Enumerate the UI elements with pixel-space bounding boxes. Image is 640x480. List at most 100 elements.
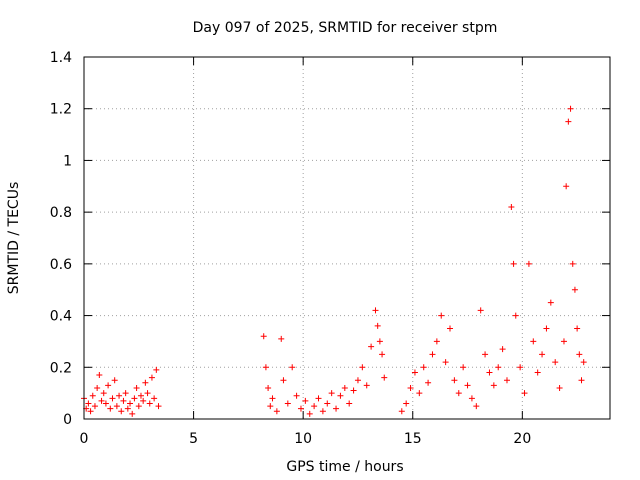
data-point [124,405,131,412]
data-point [89,392,96,399]
data-point [517,364,524,371]
x-tick-label: 10 [294,431,312,447]
data-point [98,397,105,404]
data-point [381,374,388,381]
x-tick-label: 5 [189,431,198,447]
data-point [477,307,484,314]
data-point [278,335,285,342]
data-point [490,382,497,389]
data-point [556,384,563,391]
data-point [341,384,348,391]
data-point [376,338,383,345]
data-point [508,203,515,210]
data-point [155,403,162,410]
data-point [576,351,583,358]
data-point [148,374,155,381]
data-point [346,400,353,407]
data-point [135,403,142,410]
data-point [468,395,475,402]
data-point [442,359,449,366]
data-point [102,400,109,407]
data-point [354,377,361,384]
data-point [116,392,123,399]
data-point [107,405,114,412]
data-point [131,395,138,402]
data-point [473,403,480,410]
data-point [539,351,546,358]
data-point [567,105,574,112]
data-point [137,392,144,399]
y-tick-label: 0.8 [50,205,72,221]
data-point [512,312,519,319]
data-point [359,364,366,371]
plot-frame [83,56,611,420]
data-point [319,408,326,415]
data-point [398,408,405,415]
data-point [302,397,309,404]
data-point [482,351,489,358]
y-tick-label: 0.2 [50,360,72,376]
data-point [464,382,471,389]
data-point [284,400,291,407]
data-point [503,377,510,384]
data-point [94,384,101,391]
data-point [486,369,493,376]
data-point [144,390,151,397]
data-point [311,403,318,410]
data-point [297,405,304,412]
data-point [127,400,134,407]
data-point [525,260,532,267]
data-point [543,325,550,332]
data-point [328,390,335,397]
x-tick-label: 20 [513,431,531,447]
data-point [333,405,340,412]
data-point [140,397,147,404]
data-point [411,369,418,376]
chart-title: Day 097 of 2025, SRMTID for receiver stp… [193,20,498,36]
data-point [142,379,149,386]
data-point [521,390,528,397]
data-point [372,307,379,314]
data-point [146,400,153,407]
data-point [571,286,578,293]
data-point [350,387,357,394]
data-point [569,260,576,267]
data-point [260,333,267,340]
data-point [499,346,506,353]
x-axis-label: GPS time / hours [286,459,403,475]
data-points [81,105,587,417]
data-point [574,325,581,332]
y-tick-label: 1.2 [50,102,72,118]
y-tick-label: 0.6 [50,257,72,273]
data-point [578,377,585,384]
data-point [262,364,269,371]
data-point [293,392,300,399]
data-point [425,379,432,386]
y-tick-label: 0.4 [50,309,72,325]
data-point [416,390,423,397]
data-point [153,366,160,373]
y-axis-label: SRMTID / TECUs [6,182,22,295]
data-point [438,312,445,319]
data-point [118,408,125,415]
data-point [324,400,331,407]
data-point [510,260,517,267]
data-point [495,364,502,371]
data-point [565,118,572,125]
data-point [267,403,274,410]
data-point [100,390,107,397]
data-point [109,395,116,402]
y-tick-label: 1 [63,153,72,169]
data-point [552,359,559,366]
data-point [151,395,158,402]
data-point [363,382,370,389]
data-point [120,397,127,404]
data-point [289,364,296,371]
data-point [133,384,140,391]
data-point [273,408,280,415]
data-point [85,400,92,407]
data-point [534,369,541,376]
data-point [460,364,467,371]
data-point [111,377,118,384]
